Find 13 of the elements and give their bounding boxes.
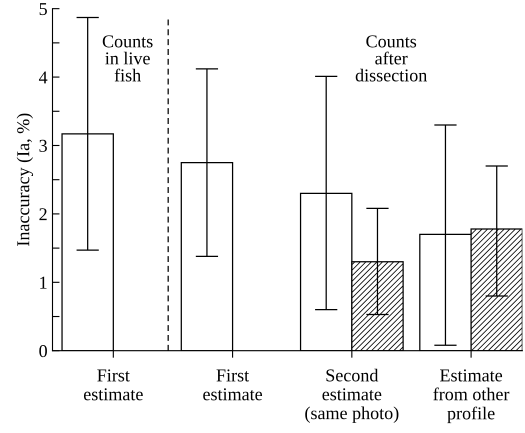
x-tick-label: Second estimate (same photo)	[305, 368, 398, 423]
y-axis-title: Inaccuracy (Ia, %)	[16, 114, 34, 246]
annotation: Counts after dissection	[356, 35, 428, 82]
y-tick-label: 4	[38, 71, 48, 84]
y-tick-label: 0	[39, 344, 47, 358]
annotation: Counts in live fish	[102, 35, 153, 82]
x-tick-label: First estimate	[203, 369, 262, 400]
y-tick-label: 5	[40, 3, 47, 16]
y-tick-label: 1	[40, 276, 47, 289]
x-tick-label: First estimate	[84, 369, 143, 400]
y-tick-label: 2	[39, 208, 47, 220]
x-tick-label: Estimate from other profile	[433, 369, 510, 424]
y-tick-label: 3	[39, 140, 47, 152]
